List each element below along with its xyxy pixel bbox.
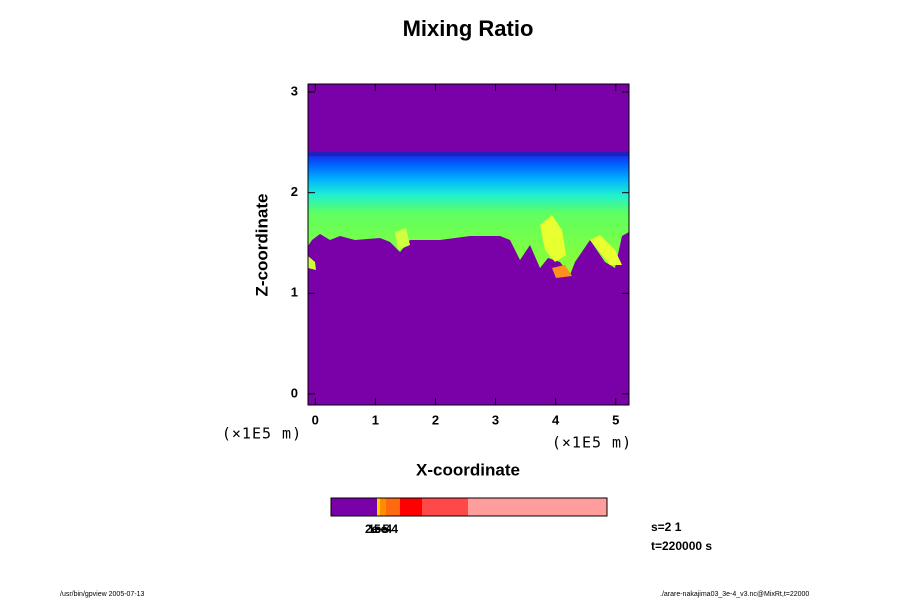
- x-tick-label: 2: [432, 412, 439, 427]
- footer-left: /usr/bin/gpview 2005-07-13: [60, 591, 145, 598]
- x-tick-label: 1: [372, 412, 379, 427]
- field-blob: [552, 265, 572, 278]
- chart-title: Mixing Ratio: [403, 16, 534, 41]
- colorbar-segment: [468, 498, 607, 516]
- x-tick-label: 5: [612, 412, 619, 427]
- colorbar-frame: [330, 497, 608, 517]
- colorbar-label: 1e-4: [368, 522, 392, 536]
- field: [308, 84, 629, 405]
- colorbar-segment: [400, 498, 422, 516]
- colorbar-segment: [377, 498, 380, 516]
- colorbar-segment: [380, 498, 386, 516]
- colorbar-segment: [331, 498, 377, 516]
- field-top: [308, 152, 629, 156]
- x-tick-label: 4: [552, 412, 560, 427]
- y-unit: (×1E5 m): [222, 425, 302, 443]
- y-tick-label: 1: [291, 285, 298, 300]
- x-tick-label: 3: [492, 412, 499, 427]
- x-tick-label: 0: [312, 412, 319, 427]
- field-blob: [308, 256, 316, 270]
- x-axis-label: X-coordinate: [416, 460, 520, 479]
- field-blob: [395, 228, 410, 250]
- annotation: s=2 1: [651, 520, 682, 534]
- y-tick-label: 2: [291, 184, 298, 199]
- x-unit: (×1E5 m): [552, 434, 632, 452]
- footer-right: ./arare-nakajima03_3e-4_v3.nc@MixRt,t=22…: [660, 591, 809, 598]
- y-tick-label: 3: [291, 83, 298, 98]
- colorbar-segment: [386, 498, 400, 516]
- colorbar-label: 2e-5: [365, 522, 389, 536]
- colorbar-segment: [422, 498, 468, 516]
- colorbar-label: 5e-4: [374, 522, 398, 536]
- y-tick-label: 0: [291, 385, 298, 400]
- y-axis-label: Z-coordinate: [252, 194, 271, 297]
- field-blob: [540, 215, 566, 262]
- plot-frame: [307, 83, 630, 406]
- annotation: t=220000 s: [651, 539, 712, 553]
- field-blob: [590, 235, 622, 265]
